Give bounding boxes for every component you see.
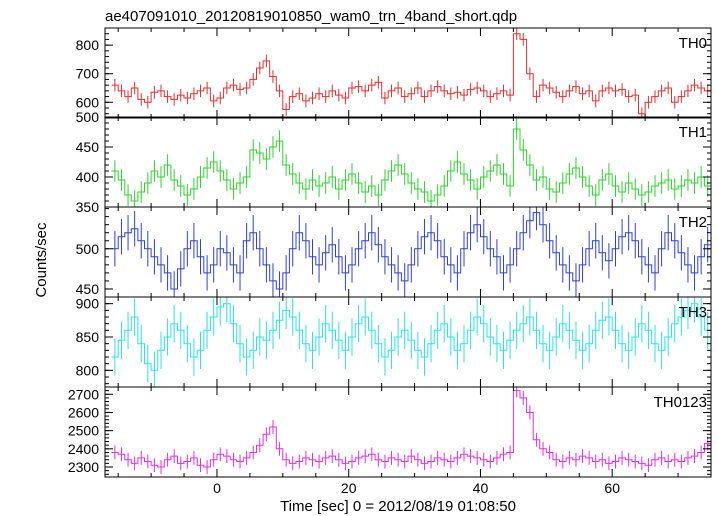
panel-frame [104, 386, 712, 478]
y-tick-label: 450 [76, 139, 100, 155]
y-tick-label: 500 [76, 241, 100, 257]
series-th0 [111, 28, 711, 118]
y-tick-label: 500 [76, 109, 100, 125]
panel-label: TH3 [679, 304, 707, 321]
x-axis-label: Time [sec] 0 = 2012/08/19 01:08:50 [280, 498, 516, 515]
y-tick-label: 850 [76, 329, 100, 345]
panel-label: TH0123 [654, 394, 707, 411]
step-line [111, 33, 711, 115]
y-tick-label: 350 [76, 199, 100, 215]
x-tick-label: 40 [473, 480, 489, 496]
y-tick-label: 400 [76, 169, 100, 185]
chart-title: ae407091010_20120819010850_wam0_trn_4ban… [105, 8, 517, 25]
x-tick-label: 0 [213, 480, 221, 496]
panel-th1: 350 400 450 500 TH1 [76, 109, 712, 215]
panel-frame [104, 296, 712, 388]
y-tick-label: 2600 [68, 404, 99, 420]
step-line [111, 128, 711, 202]
series-th0123 [111, 387, 711, 474]
x-tick-label: 20 [341, 480, 357, 496]
y-tick-label: 900 [76, 296, 100, 312]
panel-th2: 450 500 TH2 [76, 206, 712, 298]
panel-label: TH2 [679, 214, 707, 231]
series-th1 [111, 118, 711, 207]
y-tick-label: 2700 [68, 386, 99, 402]
step-line [111, 390, 711, 468]
panel-label: TH0 [679, 35, 707, 52]
y-tick-label: 800 [76, 37, 100, 53]
panel-label: TH1 [679, 124, 707, 141]
y-tick-label: 450 [76, 281, 100, 297]
y-tick-label: 800 [76, 362, 100, 378]
panel-frame [104, 116, 712, 208]
panel-th0123: 2300 2400 2500 2600 2700 TH0123 [68, 386, 712, 478]
y-tick-label: 2500 [68, 423, 99, 439]
step-line [111, 303, 711, 371]
panel-frame [104, 27, 712, 119]
panel-frame [104, 206, 712, 298]
panel-th0: 600 700 800 TH0 [76, 27, 712, 119]
panel-th3: 800 850 900 TH3 [76, 296, 712, 388]
y-tick-label: 2400 [68, 441, 99, 457]
series-th2 [111, 207, 711, 297]
y-tick-label: 2300 [68, 459, 99, 475]
x-tick-label: 60 [604, 480, 620, 496]
y-axis-label: Counts/sec [33, 222, 50, 298]
step-line [111, 212, 711, 290]
y-tick-label: 600 [76, 94, 100, 110]
y-tick-label: 700 [76, 66, 100, 82]
